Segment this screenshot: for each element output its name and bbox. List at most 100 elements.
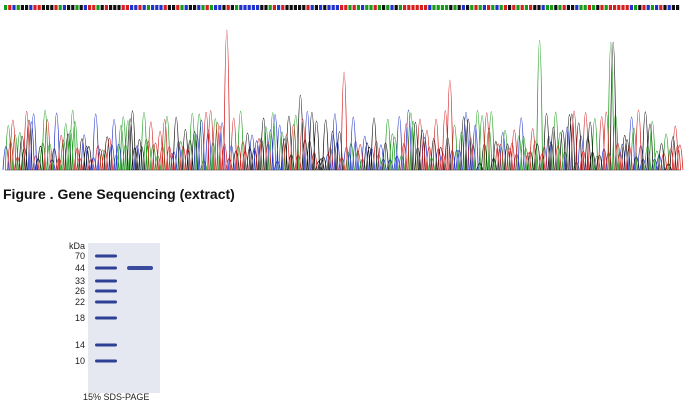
base-letter: [121, 5, 125, 10]
base-letter: [524, 5, 528, 10]
base-letter: [172, 5, 176, 10]
base-letter: [167, 5, 171, 10]
base-letter: [214, 5, 218, 10]
base-letter: [88, 5, 92, 10]
base-letter: [424, 5, 428, 10]
base-letter: [125, 5, 129, 10]
ladder-band: [95, 266, 117, 270]
base-letter: [533, 5, 537, 10]
marker-label: 14: [75, 340, 85, 350]
base-letter: [243, 5, 247, 10]
base-letter: [306, 5, 310, 10]
base-letter: [16, 5, 20, 10]
base-letter: [457, 5, 461, 10]
base-letter: [272, 5, 276, 10]
base-letter: [264, 5, 268, 10]
marker-label: 33: [75, 276, 85, 286]
base-letter: [667, 5, 671, 10]
base-letter: [676, 5, 680, 10]
base-letter: [193, 5, 197, 10]
base-letter: [453, 5, 457, 10]
base-letter: [466, 5, 470, 10]
base-letter: [634, 5, 638, 10]
base-letter: [482, 5, 486, 10]
base-letter: [407, 5, 411, 10]
base-letter: [20, 5, 24, 10]
base-letter: [621, 5, 625, 10]
base-letter: [449, 5, 453, 10]
base-letter: [62, 5, 66, 10]
base-letter: [369, 5, 373, 10]
base-letter: [134, 5, 138, 10]
base-letter: [176, 5, 180, 10]
base-letter: [117, 5, 121, 10]
base-letter: [562, 5, 566, 10]
base-letter: [327, 5, 331, 10]
base-letter: [428, 5, 432, 10]
base-letter: [646, 5, 650, 10]
base-letter: [197, 5, 201, 10]
base-letter: [109, 5, 113, 10]
gel-caption: 15% SDS-PAGE: [83, 392, 149, 402]
base-letter: [155, 5, 159, 10]
base-letter: [545, 5, 549, 10]
base-letter: [625, 5, 629, 10]
gel-unit: kDa: [69, 241, 85, 251]
base-letter: [558, 5, 562, 10]
base-letter: [541, 5, 545, 10]
base-letter: [394, 5, 398, 10]
base-letter: [495, 5, 499, 10]
base-letter: [411, 5, 415, 10]
base-letter: [46, 5, 50, 10]
base-letter: [592, 5, 596, 10]
base-letter: [335, 5, 339, 10]
base-letter: [617, 5, 621, 10]
base-letter: [361, 5, 365, 10]
base-letter: [142, 5, 146, 10]
base-letter: [188, 5, 192, 10]
base-letter: [478, 5, 482, 10]
figure-caption: Figure . Gene Sequencing (extract): [3, 186, 235, 202]
base-letter: [659, 5, 663, 10]
base-letter: [159, 5, 163, 10]
base-letter: [298, 5, 302, 10]
base-letter: [499, 5, 503, 10]
marker-label: 70: [75, 251, 85, 261]
base-letter: [302, 5, 306, 10]
base-letter: [503, 5, 507, 10]
base-letter: [600, 5, 604, 10]
base-letter: [415, 5, 419, 10]
base-letter: [470, 5, 474, 10]
base-letter: [566, 5, 570, 10]
base-letter: [163, 5, 167, 10]
base-letter: [445, 5, 449, 10]
marker-label: 22: [75, 297, 85, 307]
base-letter: [12, 5, 16, 10]
base-letter: [205, 5, 209, 10]
trace: [18, 41, 677, 171]
base-letter: [268, 5, 272, 10]
base-letter: [650, 5, 654, 10]
base-letter: [230, 5, 234, 10]
base-letter: [281, 5, 285, 10]
base-letter: [642, 5, 646, 10]
base-letter: [92, 5, 96, 10]
base-letter: [608, 5, 612, 10]
base-letter: [596, 5, 600, 10]
base-letter: [184, 5, 188, 10]
marker-label: 26: [75, 286, 85, 296]
base-letter: [310, 5, 314, 10]
base-letter: [575, 5, 579, 10]
base-letter: [440, 5, 444, 10]
base-letter: [104, 5, 108, 10]
base-letter: [348, 5, 352, 10]
base-letter: [256, 5, 260, 10]
base-letter: [201, 5, 205, 10]
base-letter: [508, 5, 512, 10]
base-letter: [554, 5, 558, 10]
base-letter: [75, 5, 79, 10]
base-letter: [344, 5, 348, 10]
base-letter: [29, 5, 33, 10]
marker-label: 10: [75, 356, 85, 366]
